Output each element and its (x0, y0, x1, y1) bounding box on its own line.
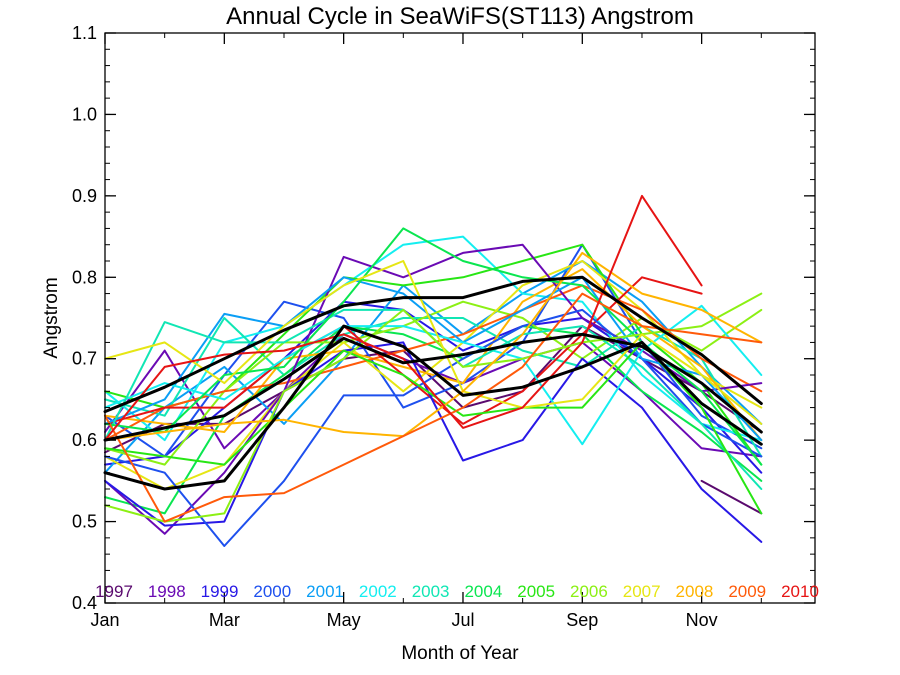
legend-label-2005: 2005 (517, 582, 555, 601)
axes-layer: 0.4 0.5 0.6 0.7 0.8 0.9 1.0 1.1 Jan Mar May Jul Sep N… (72, 23, 816, 630)
legend-label-2000: 2000 (253, 582, 291, 601)
series-line-2008 (104, 251, 763, 442)
legend-label-2001: 2001 (306, 582, 344, 601)
x-tick-label: Jul (451, 610, 474, 630)
x-tick-label: Jan (90, 610, 119, 630)
y-tick-label: 0.9 (72, 186, 97, 206)
y-tick-label: 0.5 (72, 512, 97, 532)
legend-label-2006: 2006 (570, 582, 608, 601)
y-tick-label: 1.0 (72, 104, 97, 124)
x-tick-label: May (327, 610, 361, 630)
extra-line-5 (104, 260, 763, 474)
legend-label-1998: 1998 (148, 582, 186, 601)
mean-line-1 (103, 275, 763, 414)
y-tick-label: 0.6 (72, 430, 97, 450)
x-tick-label: Mar (209, 610, 240, 630)
series-line-2000 (104, 308, 763, 547)
y-tick-label: 0.4 (72, 593, 97, 613)
series-line-2002 (104, 304, 763, 446)
legend-label-2009: 2009 (728, 582, 766, 601)
series-line-1997 (700, 479, 763, 515)
series-line-2010 (104, 194, 703, 442)
extra-line-11 (104, 260, 763, 490)
legend-label-2002: 2002 (359, 582, 397, 601)
extra-line-6 (104, 235, 763, 442)
chart-title: Annual Cycle in SeaWiFS(ST113) Angstrom (226, 3, 694, 30)
series-layer (103, 194, 763, 547)
legend-label-1997: 1997 (95, 582, 133, 601)
plot-frame (104, 32, 816, 604)
legend-label-2007: 2007 (623, 582, 661, 601)
x-tick-label: Nov (686, 610, 718, 630)
legend: 1997 1998 1999 2000 2001 2002 2003 2004 2005 2006… (95, 582, 819, 601)
series-line-2007 (104, 260, 763, 425)
x-tick-label: Sep (566, 610, 598, 630)
legend-label-2003: 2003 (412, 582, 450, 601)
y-tick-label: 0.7 (72, 349, 97, 369)
legend-label-1999: 1999 (201, 582, 239, 601)
legend-label-2008: 2008 (676, 582, 714, 601)
extra-line-3 (104, 300, 763, 474)
extra-line-8 (104, 325, 763, 515)
x-axis-title: Month of Year (401, 643, 519, 664)
extra-line-13 (104, 284, 763, 442)
series-line-2009 (104, 292, 763, 523)
y-axis-title: Angstrom (41, 277, 62, 358)
series-line-1999 (104, 341, 763, 543)
extra-line-1 (104, 325, 763, 454)
y-tick-label: 1.1 (72, 23, 97, 43)
y-tick-label: 0.8 (72, 267, 97, 287)
legend-label-2010: 2010 (781, 582, 819, 601)
legend-label-2004: 2004 (464, 582, 502, 601)
mean-line-3 (103, 324, 763, 491)
series-line-2001 (104, 276, 763, 442)
series-line-2006 (104, 292, 763, 523)
